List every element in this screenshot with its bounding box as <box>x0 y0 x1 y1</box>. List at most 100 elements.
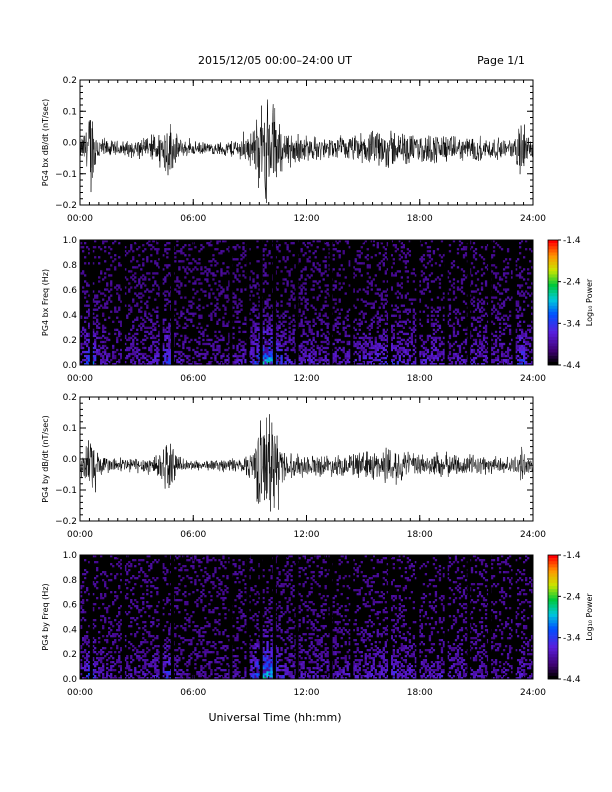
spectrogram-cell <box>220 354 223 358</box>
spectrogram-cell <box>106 240 109 243</box>
spectrogram-cell <box>380 318 383 321</box>
spectrogram-cell <box>442 292 446 295</box>
spectrogram-cell <box>120 677 123 680</box>
spectrogram-cell <box>128 304 131 307</box>
spectrogram-cell <box>348 260 351 263</box>
spectrogram-cell <box>80 619 83 622</box>
spectrogram-cell <box>336 348 339 352</box>
spectrogram-cell <box>516 340 520 344</box>
spectrogram-cell <box>422 350 426 354</box>
spectrogram-cell <box>194 338 197 342</box>
spectrogram-cell <box>168 356 171 360</box>
spectrogram-cell <box>390 254 393 257</box>
spectrogram-cell <box>318 352 321 356</box>
spectrogram-cell <box>516 362 520 366</box>
spectrogram-cell <box>98 667 101 670</box>
spectrogram-cell <box>262 336 265 340</box>
spectrogram-cell <box>132 300 135 303</box>
spectrogram-cell <box>158 342 161 346</box>
spectrogram-cell <box>140 657 143 660</box>
spectrogram-cell <box>120 332 123 336</box>
spectrogram-cell <box>422 264 426 267</box>
spectrogram-cell <box>266 330 269 334</box>
spectrogram-cell <box>494 330 498 334</box>
spectrogram-cell <box>164 318 167 321</box>
spectrogram-cell <box>290 342 293 346</box>
spectrogram-cell <box>290 268 293 271</box>
spectrogram-cell <box>136 346 139 350</box>
spectrogram-cell <box>382 262 385 265</box>
spectrogram-cell <box>494 266 498 269</box>
spectrogram-cell <box>418 354 422 358</box>
spectrogram-cell <box>286 244 289 247</box>
spectrogram-cell <box>212 278 215 281</box>
spectrogram-cell <box>318 270 321 273</box>
spectrogram-cell <box>324 300 327 303</box>
spectrogram-cell <box>414 334 418 338</box>
spectrogram-cell <box>384 270 387 273</box>
spectrogram-cell <box>430 280 434 283</box>
spectrogram-cell <box>106 673 109 676</box>
spectrogram-cell <box>146 593 149 596</box>
colorbar-segment <box>548 311 558 316</box>
spectrogram-cell <box>386 318 389 321</box>
spectrogram-cell <box>164 308 167 311</box>
spectrogram-cell <box>254 286 257 289</box>
spectrogram-cell <box>318 268 321 271</box>
spectrogram-cell <box>242 346 245 350</box>
spectrogram-cell <box>94 350 97 354</box>
spectrogram-cell <box>136 605 139 608</box>
spectrogram-cell <box>104 607 107 610</box>
spectrogram-cell <box>326 346 329 350</box>
spectrogram-cell <box>426 250 430 253</box>
spectrogram-cell <box>234 248 237 251</box>
spectrogram-cell <box>354 328 357 332</box>
spectrogram-cell <box>308 250 311 253</box>
spectrogram-cell <box>376 292 379 295</box>
spectrogram-cell <box>436 336 440 340</box>
spectrogram-cell <box>458 348 462 352</box>
spectrogram-cell <box>300 324 303 327</box>
spectrogram-cell <box>252 362 255 366</box>
spectrogram-cell <box>256 348 259 352</box>
spectrogram-cell <box>258 352 261 356</box>
spectrogram-cell <box>472 254 476 257</box>
spectrogram-cell <box>456 318 460 321</box>
spectrogram-cell <box>424 340 428 344</box>
spectrogram-cell <box>368 340 371 344</box>
spectrogram-cell <box>424 362 428 366</box>
spectrogram-cell <box>130 346 133 350</box>
spectrogram-cell <box>124 565 127 568</box>
spectrogram-cell <box>410 354 414 358</box>
spectrogram-cell <box>198 308 201 311</box>
spectrogram-cell <box>420 334 424 338</box>
spectrogram-cell <box>128 569 131 572</box>
spectrogram-cell <box>366 362 369 366</box>
spectrogram-cell <box>224 272 227 275</box>
spectrogram-cell <box>96 308 99 311</box>
spectrogram-cell <box>116 659 119 662</box>
spectrogram-cell <box>92 330 95 334</box>
spectrogram-cell <box>120 324 123 327</box>
spectrogram-cell <box>238 358 241 362</box>
spectrogram-cell <box>300 334 303 338</box>
spectrogram-cell <box>248 284 251 287</box>
spectrogram-cell <box>220 272 223 275</box>
spectrogram-cell <box>184 336 187 340</box>
spectrogram-cell <box>520 312 524 315</box>
spectrogram-cell <box>92 356 95 360</box>
spectrogram-cell <box>380 314 383 317</box>
spectrogram-cell <box>158 288 161 291</box>
spectrogram-cell <box>426 348 430 352</box>
spectrogram-cell <box>478 338 482 342</box>
spectrogram-cell <box>212 258 215 261</box>
spectrogram-cell <box>208 342 211 346</box>
spectrogram-cell <box>514 316 518 319</box>
spectrogram-cell <box>250 340 253 344</box>
spectrogram-cell <box>100 304 103 307</box>
spectrogram-cell <box>210 314 213 317</box>
spectrogram-cell <box>222 336 225 340</box>
spectrogram-cell <box>94 332 97 336</box>
spectrogram-cell <box>526 268 530 271</box>
spectrogram-cell <box>106 356 109 360</box>
